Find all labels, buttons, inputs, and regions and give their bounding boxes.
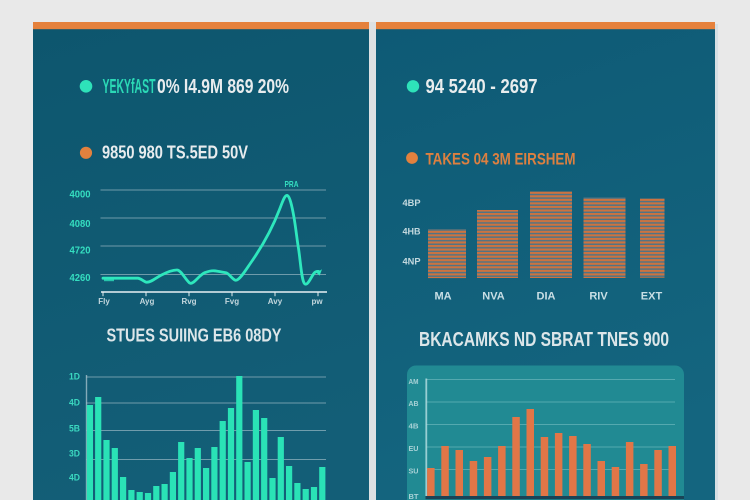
svg-text:AB: AB xyxy=(409,401,419,408)
svg-text:BT: BT xyxy=(409,494,420,500)
svg-text:YEKYfAST: YEKYfAST xyxy=(103,76,156,98)
svg-text:RIV: RIV xyxy=(589,291,608,303)
svg-text:4B: 4B xyxy=(409,424,419,431)
svg-text:STUES SUIING EB6 08DY: STUES SUIING EB6 08DY xyxy=(107,326,282,346)
svg-text:BKACAMKS ND SBRAT TNES 900: BKACAMKS ND SBRAT TNES 900 xyxy=(419,329,669,351)
svg-text:TAKES 04 3M EIRSHEM: TAKES 04 3M EIRSHEM xyxy=(426,150,576,169)
svg-text:pw: pw xyxy=(311,297,323,306)
svg-text:EXT: EXT xyxy=(641,291,663,303)
svg-text:EU: EU xyxy=(409,446,419,453)
svg-text:Ayg: Ayg xyxy=(140,297,155,306)
svg-text:4HB: 4HB xyxy=(403,227,421,237)
svg-text:4000: 4000 xyxy=(70,189,91,201)
svg-text:4080: 4080 xyxy=(70,218,91,230)
svg-text:4NP: 4NP xyxy=(403,257,421,267)
svg-text:1D: 1D xyxy=(69,372,80,382)
svg-text:Fly: Fly xyxy=(98,297,110,306)
svg-text:4260: 4260 xyxy=(70,272,91,284)
svg-text:AM: AM xyxy=(409,379,419,386)
svg-text:5B: 5B xyxy=(69,424,80,434)
svg-text:4D: 4D xyxy=(69,398,80,408)
svg-text:9850 980 TS.5ED 50V: 9850 980 TS.5ED 50V xyxy=(102,143,248,163)
svg-text:94 5240 - 2697: 94 5240 - 2697 xyxy=(426,76,538,98)
svg-text:Avy: Avy xyxy=(268,297,283,306)
svg-text:3D: 3D xyxy=(69,449,80,459)
svg-text:SU: SU xyxy=(409,469,419,476)
svg-text:4BP: 4BP xyxy=(403,198,421,208)
svg-text:DIA: DIA xyxy=(537,291,556,303)
svg-text:MA: MA xyxy=(434,291,451,303)
svg-text:Fvg: Fvg xyxy=(225,297,239,306)
svg-text:0% I4.9M 869 20%: 0% I4.9M 869 20% xyxy=(157,76,289,98)
svg-text:Rvg: Rvg xyxy=(181,297,196,306)
svg-text:NVA: NVA xyxy=(482,291,504,303)
svg-text:4D: 4D xyxy=(69,473,80,483)
svg-text:PRA: PRA xyxy=(285,179,299,189)
svg-text:4720: 4720 xyxy=(70,245,91,257)
